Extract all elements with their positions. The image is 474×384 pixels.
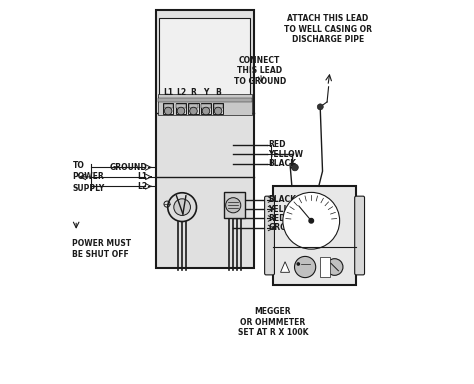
Bar bbox=[159, 18, 250, 109]
Text: BLACK: BLACK bbox=[268, 159, 296, 168]
Bar bbox=[319, 257, 330, 277]
Text: L1: L1 bbox=[137, 172, 147, 181]
Circle shape bbox=[292, 164, 298, 171]
Text: BLACK: BLACK bbox=[268, 195, 296, 204]
Bar bbox=[164, 104, 173, 108]
Text: B: B bbox=[215, 88, 221, 97]
Polygon shape bbox=[281, 262, 290, 272]
Text: MEGGER
OR OHMMETER
SET AT R X 100K: MEGGER OR OHMMETER SET AT R X 100K bbox=[237, 308, 308, 337]
Bar bbox=[213, 104, 223, 108]
Text: ATTACH THIS LEAD
TO WELL CASING OR
DISCHARGE PIPE: ATTACH THIS LEAD TO WELL CASING OR DISCH… bbox=[284, 14, 372, 44]
Text: L2: L2 bbox=[176, 88, 186, 97]
FancyBboxPatch shape bbox=[355, 196, 365, 275]
Bar bbox=[157, 94, 252, 115]
Text: R: R bbox=[191, 88, 196, 97]
Bar bbox=[155, 10, 254, 268]
Text: RED: RED bbox=[268, 140, 286, 149]
Circle shape bbox=[190, 107, 197, 115]
Text: SUPPLY: SUPPLY bbox=[73, 184, 105, 193]
Bar bbox=[163, 103, 173, 114]
FancyBboxPatch shape bbox=[264, 196, 274, 275]
Text: GROUND: GROUND bbox=[109, 163, 147, 172]
Bar bbox=[188, 103, 199, 114]
Circle shape bbox=[309, 218, 313, 223]
Text: YELLOW: YELLOW bbox=[268, 205, 303, 214]
Text: TO: TO bbox=[301, 205, 313, 214]
Bar bbox=[157, 98, 252, 101]
Text: L1: L1 bbox=[163, 88, 173, 97]
Circle shape bbox=[226, 198, 241, 213]
Text: CONNECT
THIS LEAD
TO GROUND: CONNECT THIS LEAD TO GROUND bbox=[234, 56, 286, 86]
Text: Y: Y bbox=[203, 88, 209, 97]
Circle shape bbox=[177, 107, 185, 115]
Text: POWER MUST
BE SHUT OFF: POWER MUST BE SHUT OFF bbox=[73, 239, 131, 259]
Text: PUMP: PUMP bbox=[301, 212, 327, 221]
Circle shape bbox=[326, 259, 343, 275]
Bar bbox=[201, 104, 210, 108]
Bar bbox=[273, 186, 356, 285]
Text: RED: RED bbox=[268, 214, 286, 223]
Circle shape bbox=[174, 199, 191, 215]
Circle shape bbox=[168, 193, 197, 222]
Circle shape bbox=[297, 263, 300, 265]
Bar bbox=[201, 103, 211, 114]
Bar bbox=[176, 103, 186, 114]
Text: POWER: POWER bbox=[73, 172, 104, 181]
Circle shape bbox=[283, 192, 340, 249]
Bar bbox=[176, 104, 185, 108]
Text: GROUND: GROUND bbox=[268, 223, 306, 232]
Circle shape bbox=[317, 104, 323, 110]
Bar bbox=[213, 103, 223, 114]
Text: TO: TO bbox=[73, 161, 84, 170]
Bar bbox=[224, 192, 245, 218]
Circle shape bbox=[294, 257, 316, 278]
Circle shape bbox=[202, 107, 210, 115]
Text: YELLOW: YELLOW bbox=[268, 150, 303, 159]
Text: L2: L2 bbox=[137, 182, 147, 191]
Circle shape bbox=[214, 107, 222, 115]
Bar bbox=[189, 104, 198, 108]
Circle shape bbox=[164, 107, 172, 115]
